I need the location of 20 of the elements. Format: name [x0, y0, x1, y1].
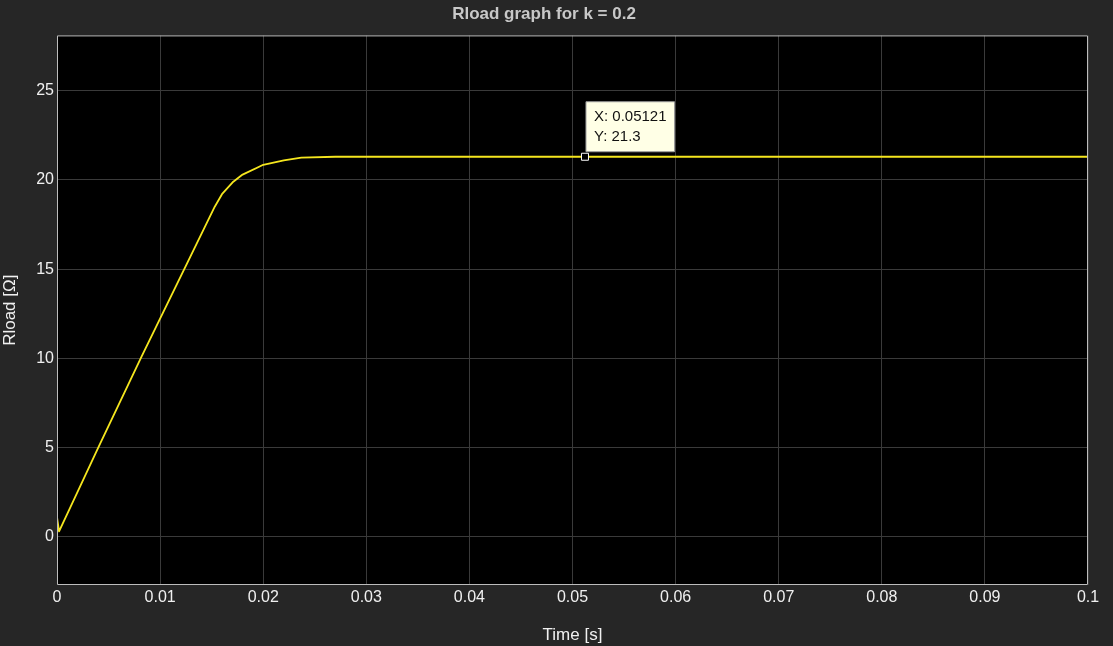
x-tick-label: 0.07: [763, 588, 795, 606]
annotation: X: 0.05121 Y: 21.3: [593, 106, 667, 144]
y-tick-label: 20: [36, 170, 55, 188]
y-tick-label: 10: [36, 348, 55, 366]
x-tick-label: 0.02: [247, 588, 279, 606]
y-tick-label: 25: [36, 81, 55, 99]
x-tick-label: 0.03: [350, 588, 382, 606]
x-tick-label: 0.05: [556, 588, 589, 606]
x-tick-label: 0.08: [866, 588, 898, 606]
y-tick-label: 0: [45, 527, 55, 545]
x-tick-label: 0.01: [144, 588, 176, 606]
x-tick-label: 0.06: [660, 588, 692, 606]
x-tick-label: 0.04: [453, 588, 486, 606]
y-tick-label: 15: [36, 259, 55, 277]
x-axis-title: Time [s]: [542, 625, 603, 645]
chart-title: Rload graph for k = 0.2: [452, 3, 636, 23]
y-axis-title: Rload [Ω]: [0, 274, 19, 346]
x-tick-label: 0.1: [1076, 588, 1100, 606]
y-tick-label: 5: [45, 438, 55, 456]
x-tick-label: 0.09: [969, 588, 1001, 606]
